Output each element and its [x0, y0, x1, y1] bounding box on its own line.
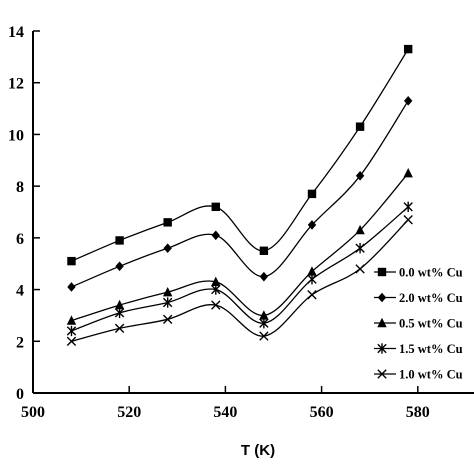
data-point: [162, 314, 173, 325]
data-point: [355, 171, 365, 181]
data-point: [307, 189, 317, 199]
data-point: [211, 230, 220, 241]
data-point: [211, 276, 221, 287]
legend-label: 2.0 wt% Cu: [399, 291, 463, 305]
y-tick-label: 4: [16, 283, 24, 300]
data-point: [114, 307, 125, 319]
data-point: [66, 315, 77, 325]
y-tick-label: 12: [8, 76, 24, 93]
data-point: [403, 168, 413, 178]
data-point: [307, 290, 317, 300]
data-point: [162, 297, 173, 308]
legend-marker: [377, 369, 387, 379]
series-5: [66, 215, 413, 346]
data-point: [67, 256, 76, 266]
x-tick-label: 580: [406, 404, 430, 421]
x-tick-label: 520: [117, 404, 141, 421]
series-2: [67, 96, 413, 292]
x-axis-title: T (K): [241, 442, 275, 459]
y-tick-label: 6: [16, 231, 24, 248]
data-point: [163, 218, 172, 227]
legend-item: 0.0 wt% Cu: [374, 266, 463, 280]
series-line: [71, 172, 409, 322]
data-point: [163, 243, 172, 253]
x-tick-label: 500: [21, 404, 45, 421]
data-point: [67, 282, 76, 292]
data-point: [307, 274, 317, 285]
data-point: [307, 266, 317, 276]
legend-marker: [377, 292, 387, 303]
data-point: [259, 246, 269, 255]
data-point: [355, 243, 365, 254]
data-point: [403, 201, 413, 213]
data-point: [355, 224, 365, 235]
legend-item: 2.0 wt% Cu: [374, 291, 463, 305]
data-point: [114, 299, 125, 310]
y-tick-label: 14: [8, 24, 24, 41]
legend-item: 0.5 wt% Cu: [374, 317, 463, 331]
data-point: [211, 300, 221, 310]
data-point: [355, 122, 365, 131]
legend-label: 0.0 wt% Cu: [399, 266, 463, 280]
legend-item: 1.0 wt% Cu: [374, 368, 463, 382]
series-group: [66, 44, 413, 346]
legend-label: 1.5 wt% Cu: [399, 342, 463, 356]
series-4: [66, 201, 413, 337]
legend-marker: [377, 317, 387, 328]
x-tick-label: 540: [213, 404, 237, 421]
y-tick-label: 2: [16, 334, 24, 351]
data-point: [259, 317, 269, 329]
data-point: [211, 284, 221, 295]
data-point: [403, 96, 413, 106]
legend-label: 1.0 wt% Cu: [399, 368, 463, 382]
y-tick-label: 0: [16, 386, 24, 403]
axis-ticks: [32, 30, 419, 394]
legend-marker: [377, 267, 387, 277]
y-tick-label: 10: [8, 127, 24, 144]
data-point: [355, 264, 365, 274]
series-3: [66, 168, 413, 325]
y-tick-label: 8: [16, 179, 24, 196]
data-point: [115, 261, 124, 272]
series-1: [67, 44, 413, 266]
x-tick-label: 560: [310, 404, 334, 421]
series-line: [71, 206, 409, 332]
data-point: [114, 323, 125, 334]
series-line: [71, 48, 409, 262]
data-point: [403, 215, 413, 225]
data-point: [259, 331, 269, 341]
data-point: [115, 236, 124, 245]
legend-item: 1.5 wt% Cu: [374, 342, 463, 356]
data-point: [66, 325, 77, 337]
data-point: [162, 286, 173, 297]
data-point: [66, 336, 77, 346]
data-point: [211, 202, 220, 212]
legend-label: 0.5 wt% Cu: [399, 317, 463, 331]
data-point: [307, 220, 317, 230]
legend-marker: [377, 343, 387, 354]
tick-labels: 024681012145005205405605806: [8, 24, 430, 421]
data-point: [403, 44, 413, 54]
legend: 0.0 wt% Cu 2.0 wt% Cu 0.5 wt% Cu 1.5 wt% Cu…: [374, 266, 463, 382]
data-point: [259, 271, 269, 282]
data-point: [259, 310, 269, 320]
